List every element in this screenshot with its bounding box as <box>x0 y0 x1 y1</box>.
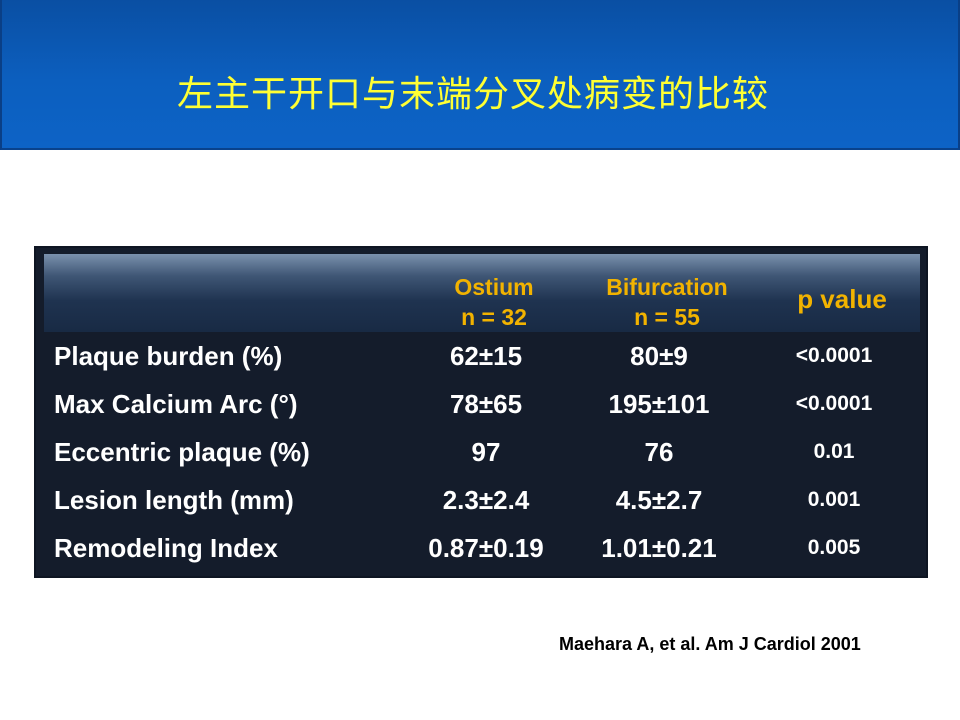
citation: Maehara A, et al. Am J Cardiol 2001 <box>559 634 861 654</box>
bifurcation-value: 195±101 <box>608 389 710 419</box>
row-label: Eccentric plaque (%) <box>54 437 310 467</box>
row-label: Lesion length (mm) <box>54 485 294 515</box>
bifurcation-value: 76 <box>644 437 674 467</box>
column-header-p-value: p value <box>797 284 887 314</box>
ostium-value: 0.87±0.19 <box>428 533 544 563</box>
header-band: 左主干开口与末端分叉处病变的比较 <box>0 0 960 150</box>
table-row: Lesion length (mm) 2.3±2.4 4.5±2.7 0.001 <box>36 476 926 524</box>
row-label: Remodeling Index <box>54 533 278 563</box>
p-value: 0.001 <box>807 488 861 511</box>
bifurcation-value: 4.5±2.7 <box>615 485 703 515</box>
p-value: 0.005 <box>807 536 861 559</box>
ostium-value: 97 <box>471 437 501 467</box>
ostium-value: 78±65 <box>449 389 523 419</box>
bifurcation-value: 1.01±0.21 <box>601 533 717 563</box>
p-value: <0.0001 <box>795 344 873 367</box>
column-header-ostium-n: n = 32 <box>461 304 527 330</box>
column-header-ostium-name: Ostium <box>454 274 534 300</box>
row-label: Plaque burden (%) <box>54 341 283 371</box>
ostium-value: 62±15 <box>449 341 523 371</box>
column-header-ostium: Ostium n = 32 <box>424 272 564 332</box>
column-header-bifurcation-n: n = 55 <box>634 304 700 330</box>
column-header-bifurcation: Bifurcation n = 55 <box>592 272 742 332</box>
table-row: Remodeling Index 0.87±0.19 1.01±0.21 0.0… <box>36 524 926 572</box>
column-header-bifurcation-name: Bifurcation <box>606 274 728 300</box>
comparison-table: Ostium n = 32 Bifurcation n = 55 p value… <box>34 246 928 578</box>
row-label: Max Calcium Arc (°) <box>54 389 298 419</box>
table-header-row: Ostium n = 32 Bifurcation n = 55 p value <box>44 254 920 332</box>
table-row: Eccentric plaque (%) 97 76 0.01 <box>36 428 926 476</box>
table-row: Max Calcium Arc (°) 78±65 195±101 <0.000… <box>36 380 926 428</box>
p-value: <0.0001 <box>795 392 873 415</box>
bifurcation-value: 80±9 <box>630 341 688 371</box>
p-value: 0.01 <box>813 440 855 463</box>
table-row: Plaque burden (%) 62±15 80±9 <0.0001 <box>36 332 926 380</box>
ostium-value: 2.3±2.4 <box>442 485 530 515</box>
slide-title: 左主干开口与末端分叉处病变的比较 <box>177 74 770 115</box>
